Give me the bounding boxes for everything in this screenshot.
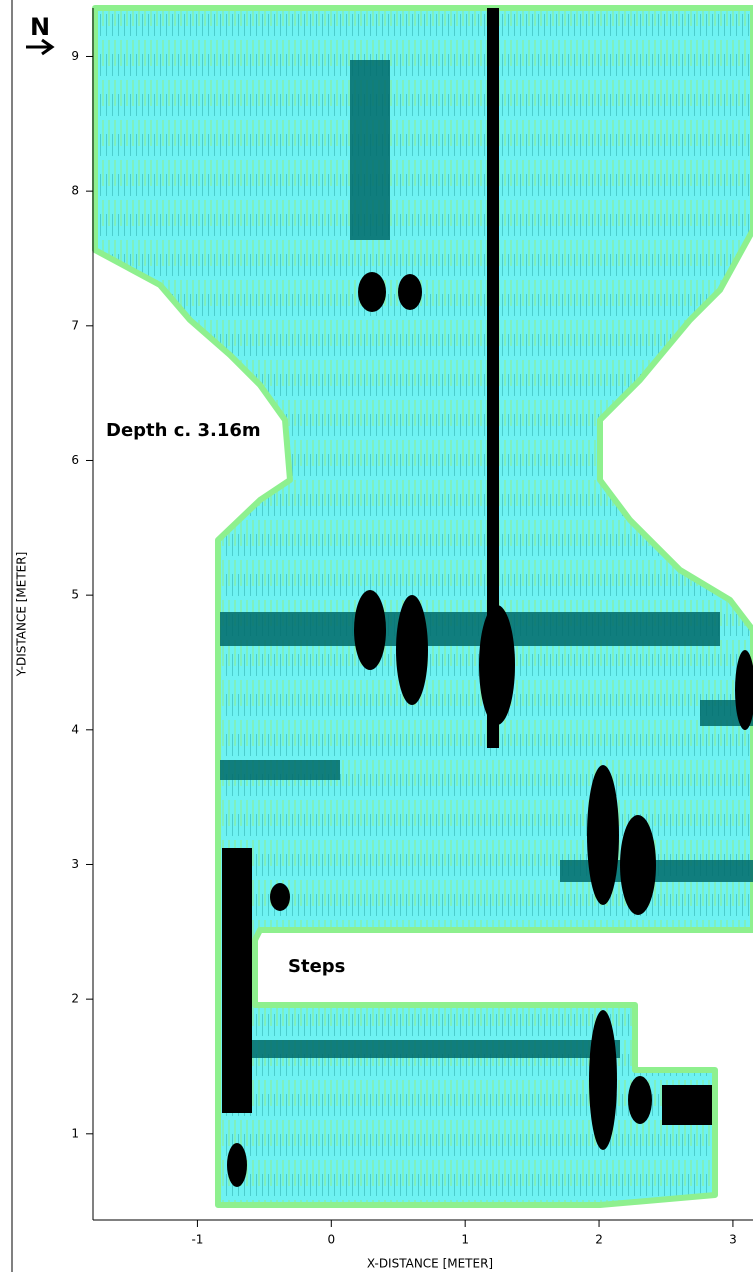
y-tick-label: 6	[71, 453, 79, 467]
y-tick-label: 2	[71, 992, 79, 1006]
x-tick-label: -1	[191, 1233, 203, 1247]
north-arrow: N	[26, 13, 55, 56]
x-axis-label: X-DISTANCE [METER]	[367, 1257, 493, 1271]
x-tick-label: 0	[327, 1233, 335, 1247]
y-tick-label: 1	[71, 1126, 79, 1140]
y-axis-label: Y-DISTANCE [METER]	[15, 552, 29, 678]
annotation: Steps	[288, 956, 345, 977]
y-tick-label: 7	[71, 318, 79, 332]
y-tick-label: 9	[71, 49, 79, 63]
y-tick-label: 5	[71, 588, 79, 602]
y-tick-label: 8	[71, 184, 79, 198]
y-tick-label: 3	[71, 857, 79, 871]
x-tick-label: 3	[729, 1233, 737, 1247]
annotation: Depth c. 3.16m	[106, 420, 261, 441]
x-tick-label: 2	[595, 1233, 603, 1247]
radar-image	[92, 5, 753, 1208]
y-tick-label: 4	[71, 722, 79, 736]
x-tick-label: 1	[461, 1233, 469, 1247]
north-label: N	[30, 13, 50, 41]
